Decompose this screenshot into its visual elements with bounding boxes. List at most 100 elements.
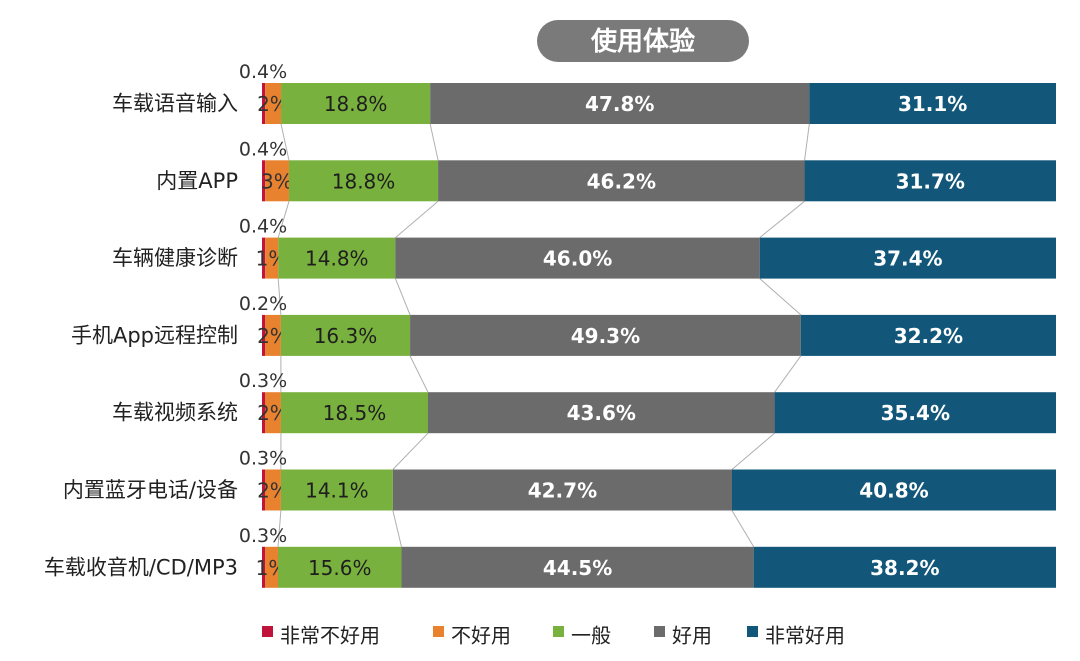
category-label: 车载视频系统 bbox=[112, 401, 238, 425]
bar-segment bbox=[265, 237, 279, 279]
data-label: 16.3% bbox=[314, 324, 378, 348]
bar-segment bbox=[278, 237, 396, 279]
bar-segment bbox=[430, 83, 810, 124]
category-label: 内置蓝牙电话/设备 bbox=[63, 478, 238, 502]
legend: 非常不好用 不好用 一般 好用 非常好用 bbox=[262, 624, 845, 648]
connector-line bbox=[395, 200, 439, 238]
connector-line bbox=[277, 201, 290, 238]
bar-segment bbox=[262, 83, 266, 124]
bar-segment bbox=[265, 83, 282, 124]
connector-lines bbox=[277, 123, 810, 548]
data-label: 0.3% bbox=[239, 448, 287, 470]
legend-swatch bbox=[262, 626, 273, 637]
data-label: 0.3% bbox=[239, 370, 287, 392]
bar-segment bbox=[774, 392, 1056, 434]
data-label: 14.1% bbox=[305, 479, 369, 503]
data-label: 15.6% bbox=[308, 556, 372, 580]
bar-segment bbox=[265, 392, 281, 434]
connector-line bbox=[277, 278, 282, 315]
bar-segment bbox=[265, 546, 278, 588]
data-label: 37.4% bbox=[873, 247, 942, 271]
data-label: 47.8% bbox=[585, 92, 654, 116]
bar-segment bbox=[401, 546, 754, 588]
data-label: 0.4% bbox=[239, 216, 287, 238]
data-label: 31.1% bbox=[898, 92, 967, 116]
connector-line bbox=[774, 355, 802, 393]
connector-line bbox=[409, 355, 429, 393]
chart-title: 使用体验 bbox=[537, 20, 749, 62]
legend-label: 非常不好用 bbox=[280, 624, 380, 648]
bar-segment bbox=[800, 314, 1056, 356]
bar-segment bbox=[262, 237, 266, 279]
data-label: 44.5% bbox=[543, 556, 612, 580]
category-label: 车辆健康诊断 bbox=[112, 246, 238, 270]
bar-segment bbox=[262, 392, 265, 434]
data-label: 0.4% bbox=[239, 138, 287, 160]
connector-line bbox=[731, 510, 755, 548]
category-label: 车载语音输入 bbox=[112, 92, 238, 116]
bar-segment bbox=[265, 314, 281, 356]
bar-segment bbox=[280, 392, 428, 434]
legend-label: 好用 bbox=[672, 624, 712, 648]
legend-swatch bbox=[433, 626, 444, 637]
data-label: 18.8% bbox=[332, 169, 396, 193]
data-label: 18.5% bbox=[323, 401, 387, 425]
data-label: 3% bbox=[261, 169, 293, 193]
bar-segment bbox=[392, 469, 732, 511]
connector-line bbox=[280, 123, 290, 161]
bar-segment bbox=[804, 160, 1056, 202]
legend-label: 不好用 bbox=[451, 624, 511, 648]
legend-swatch bbox=[747, 626, 758, 637]
bar-segment bbox=[731, 469, 1056, 511]
bar-segment bbox=[265, 160, 289, 202]
data-label: 42.7% bbox=[528, 479, 597, 503]
bar-segment bbox=[395, 237, 760, 279]
data-label: 46.0% bbox=[543, 247, 612, 271]
bar-segment bbox=[410, 314, 801, 356]
bar-segment bbox=[281, 83, 431, 124]
bar-segment bbox=[278, 546, 402, 588]
connector-line bbox=[804, 123, 810, 161]
bar-segment bbox=[280, 314, 411, 356]
data-label: 40.8% bbox=[859, 479, 928, 503]
category-label: 车载收音机/CD/MP3 bbox=[44, 555, 238, 579]
legend-swatch bbox=[553, 626, 564, 637]
bars-layer: 0.4%2% 18.8% 47.8% 31.1%0.4%3% 18.8% 46.2% 31.… bbox=[239, 61, 1056, 588]
data-label: 18.8% bbox=[324, 92, 388, 116]
data-label: 38.2% bbox=[870, 556, 939, 580]
data-label: 46.2% bbox=[587, 169, 656, 193]
bar-segment bbox=[438, 160, 805, 202]
bar-segment bbox=[262, 546, 265, 588]
category-label: 手机App远程控制 bbox=[71, 323, 238, 347]
data-label: 14.8% bbox=[305, 247, 369, 271]
connector-line bbox=[277, 510, 282, 547]
bar-segment bbox=[280, 469, 393, 511]
bar-segment bbox=[759, 237, 1056, 279]
data-label: 35.4% bbox=[881, 401, 950, 425]
connector-line bbox=[392, 510, 402, 547]
data-label: 32.2% bbox=[894, 324, 963, 348]
bar-segment bbox=[427, 392, 775, 434]
data-label: 0.2% bbox=[239, 293, 287, 315]
chart-title-text: 使用体验 bbox=[590, 26, 695, 57]
connector-line bbox=[394, 278, 411, 316]
bar-segment bbox=[288, 160, 439, 202]
bar-segment bbox=[753, 546, 1056, 588]
bar-segment bbox=[262, 160, 266, 202]
data-label: 49.3% bbox=[571, 324, 640, 348]
data-label: 0.3% bbox=[239, 525, 287, 547]
data-label: 43.6% bbox=[567, 401, 636, 425]
connector-line bbox=[429, 123, 439, 161]
data-label: 31.7% bbox=[896, 169, 965, 193]
bar-segment bbox=[262, 314, 265, 356]
legend-swatch bbox=[654, 626, 665, 637]
legend-label: 一般 bbox=[571, 624, 611, 648]
connector-line bbox=[759, 278, 802, 316]
bar-segment bbox=[262, 469, 265, 511]
title-pill bbox=[537, 20, 749, 62]
connector-line bbox=[392, 432, 429, 470]
connector-line bbox=[731, 432, 775, 470]
category-label: 内置APP bbox=[156, 169, 238, 193]
